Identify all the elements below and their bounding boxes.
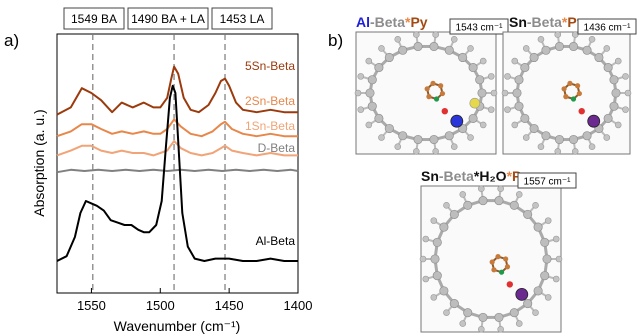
series-line-1sn-beta [56,140,298,157]
structure-panel: Sn-Beta*Py 1436 cm⁻¹ [501,14,637,155]
structure-panel: Sn-Beta*H₂O*Py1557 cm⁻¹ [419,168,577,333]
x-tick-label: 1500 [146,298,175,313]
reference-label-box [127,7,209,30]
series-label: 1Sn-Beta [245,119,295,133]
series-lines [56,65,299,262]
oxygen-atom [506,281,513,288]
metal-site [587,114,601,128]
reference-label-box [63,7,125,30]
x-tick-label: 1450 [215,298,244,313]
x-axis-label: Wavenumber (cm⁻¹) [114,318,241,334]
structure-frame [420,185,562,333]
structure-panels: Al-Beta*Py 1543 cm⁻¹ Sn-Beta*Py 1436 cm⁻¹Sn… [354,14,637,333]
oxygen-atom [578,108,585,115]
reference-label: 1549 BA [71,12,117,26]
pyridine-molecule [561,80,582,102]
metal-site [450,114,464,128]
series-labels: 5Sn-Beta 2Sn-Beta 1Sn-Beta D-Beta Al-Beta [245,59,295,248]
panel-a-label: a) [4,31,19,50]
plot-frame [56,33,299,294]
pyridine-molecule [424,80,446,102]
zeolite-framework [354,31,498,155]
structure-frame [355,31,497,155]
frequency-label: 1543 cm⁻¹ [456,23,504,34]
series-label: 2Sn-Beta [245,94,295,108]
dopant-site [469,97,481,109]
metal-site [515,287,529,301]
frequency-label: 1557 cm⁻¹ [524,177,572,188]
frequency-box [517,172,577,189]
series-line-d-beta [56,168,299,174]
structure-title: Al-Beta*Py [356,14,428,30]
x-axis-ticks: 1550 1500 1450 1400 [77,288,312,313]
structure-frame [502,31,631,155]
frequency-label: 1436 cm⁻¹ [584,23,632,34]
structure-title: Sn-Beta*H₂O*Py [421,168,529,184]
x-tick-label: 1550 [77,298,106,313]
ir-spectrum-chart: 5Sn-Beta 2Sn-Beta 1Sn-Beta D-Beta Al-Beta 15… [31,7,312,334]
reference-label: 1453 LA [220,12,265,26]
structure-panel: Al-Beta*Py 1543 cm⁻¹ [354,14,509,155]
structure-title: Sn-Beta*Py [509,14,585,30]
series-line-2sn-beta [56,118,298,138]
zeolite-framework [419,185,563,333]
frequency-box [577,18,637,35]
series-line-5sn-beta [56,65,298,116]
oxygen-atom [441,108,448,115]
series-label: 5Sn-Beta [245,59,295,73]
reference-labels: 1549 BA 1490 BA + LA 1453 LA [63,7,273,30]
series-line-al-beta [56,84,298,262]
pyridine-molecule [489,253,511,275]
x-tick-label: 1400 [284,298,313,313]
series-label: D-Beta [258,141,296,155]
zeolite-framework [501,31,632,155]
reference-lines [92,34,226,293]
frequency-box [449,18,509,35]
reference-label-box [211,7,273,30]
y-axis-label: Absorption (a. u.) [31,109,47,216]
panel-b-label: b) [328,31,343,50]
series-label: Al-Beta [256,234,296,248]
reference-label: 1490 BA + LA [131,12,205,26]
